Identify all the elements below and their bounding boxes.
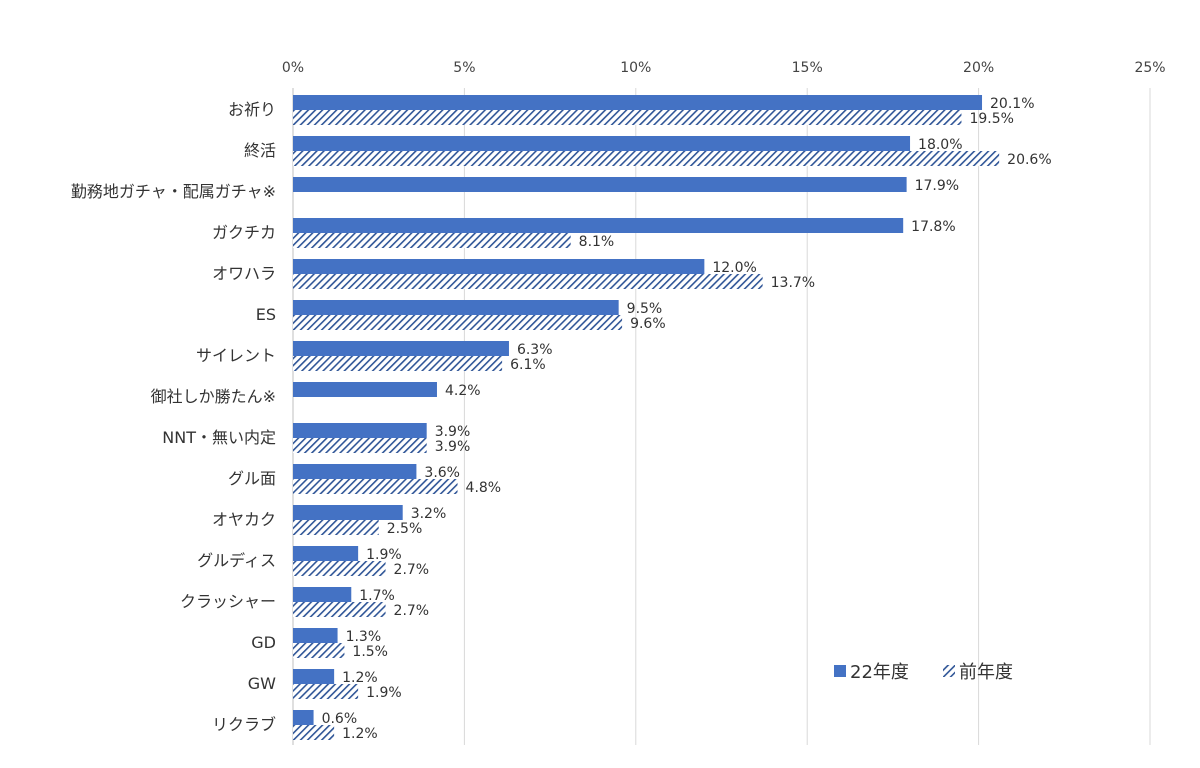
bar-22 [293,300,619,315]
data-label: 0.6% [322,711,358,727]
category-label: ガクチカ [212,223,276,242]
data-label: 1.3% [346,629,382,645]
bar-prev [293,110,962,125]
data-label: 3.9% [435,439,471,455]
category-label: オワハラ [212,264,276,283]
data-label: 20.6% [1007,152,1051,168]
legend-label-prev: 前年度 [959,662,1013,683]
legend-swatch-22 [834,665,846,677]
bar-22 [293,710,314,725]
bars [293,95,1000,740]
bar-22 [293,669,335,684]
bar-prev [293,602,386,617]
legend: 22年度 前年度 [834,662,1013,683]
bar-prev [293,684,359,699]
category-label: 勤務地ガチャ・配属ガチャ※ [71,182,276,201]
category-label: リクラブ [212,715,276,734]
data-label: 12.0% [712,260,756,276]
bar-prev [293,643,345,658]
data-label: 3.2% [411,506,447,522]
data-label: 4.2% [445,383,481,399]
data-label: 3.9% [435,424,471,440]
x-tick-label: 25% [1134,60,1165,76]
bar-prev [293,561,386,576]
category-label: オヤカク [212,510,276,529]
category-label: 御社しか勝たん※ [151,387,276,406]
data-label: 1.2% [342,670,378,686]
legend-swatch-prev [943,665,955,677]
bar-prev [293,520,379,535]
x-tick-label: 15% [792,60,823,76]
data-label: 20.1% [990,96,1034,112]
category-label: 終活 [244,141,276,160]
category-label: GD [251,633,276,652]
data-label: 19.5% [969,111,1013,127]
bar-prev [293,438,427,453]
category-label: NNT・無い内定 [162,428,276,447]
bar-22 [293,382,437,397]
x-axis-ticks: 0% 5% 10% 15% 20% 25% [282,60,1166,76]
x-tick-label: 0% [282,60,304,76]
data-label: 9.5% [627,301,663,317]
category-label: グル面 [228,469,276,488]
data-label: 6.3% [517,342,553,358]
data-label: 1.7% [359,588,395,604]
bar-prev [293,274,763,289]
bar-22 [293,587,352,602]
data-label: 18.0% [918,137,962,153]
bar-22 [293,136,911,151]
category-label: サイレント [196,346,276,365]
data-label: 17.9% [915,178,959,194]
data-label: 2.5% [387,521,423,537]
category-label: クラッシャー [180,592,276,611]
bar-22 [293,218,904,233]
data-label: 3.6% [424,465,460,481]
category-label: ES [256,305,276,324]
bar-22 [293,546,359,561]
data-label: 4.8% [466,480,502,496]
data-label: 17.8% [911,219,955,235]
bar-22 [293,464,417,479]
data-labels: 20.1%19.5% 18.0% 20.6% 17.9% 17.8% 8.1% 12.0% 1… [322,96,1052,742]
data-label: 2.7% [394,603,430,619]
data-label: 8.1% [579,234,615,250]
x-tick-label: 5% [453,60,475,76]
bar-prev [293,356,503,371]
bar-prev [293,233,571,248]
data-label: 13.7% [771,275,815,291]
legend-label-22: 22年度 [850,662,909,683]
category-label: お祈り [228,100,276,119]
category-label: グルディス [197,551,276,570]
bar-prev [293,151,1000,166]
bar-prev [293,315,623,330]
data-label: 2.7% [394,562,430,578]
data-label: 1.9% [366,547,402,563]
bar-22 [293,177,907,192]
x-tick-label: 20% [963,60,994,76]
bar-22 [293,505,403,520]
data-label: 1.9% [366,685,402,701]
category-label: GW [248,674,276,693]
bar-22 [293,628,338,643]
data-label: 1.5% [352,644,388,660]
bar-22 [293,259,705,274]
data-label: 9.6% [630,316,666,332]
bar-prev [293,725,335,740]
bar-prev [293,479,458,494]
bar-22 [293,95,983,110]
bar-22 [293,423,427,438]
x-tick-label: 10% [620,60,651,76]
data-label: 1.2% [342,726,378,742]
bar-22 [293,341,509,356]
data-label: 6.1% [510,357,546,373]
